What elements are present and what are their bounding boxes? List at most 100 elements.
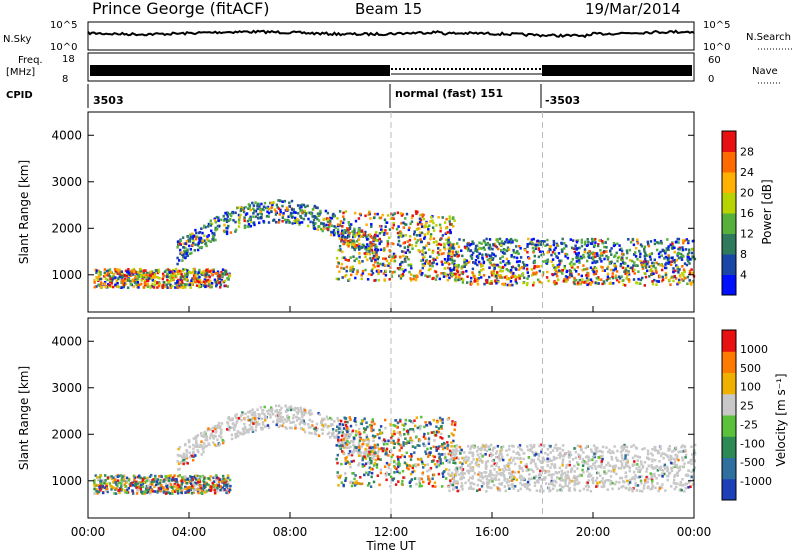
echo-cell bbox=[141, 277, 145, 281]
echo-cell bbox=[370, 461, 373, 465]
echo-cell bbox=[347, 228, 350, 232]
echo-cell bbox=[121, 281, 124, 285]
echo-cell bbox=[399, 255, 402, 259]
echo-cell bbox=[643, 245, 647, 249]
echo-cell bbox=[370, 225, 373, 228]
echo-cell bbox=[172, 275, 175, 279]
echo-cell bbox=[96, 492, 99, 495]
echo-cell bbox=[657, 262, 660, 266]
echo-cell bbox=[132, 267, 136, 271]
echo-cell bbox=[249, 220, 253, 223]
echo-cell bbox=[179, 276, 183, 279]
echo-cell bbox=[393, 446, 396, 449]
echo-cell bbox=[203, 239, 206, 242]
echo-cell bbox=[551, 263, 555, 267]
echo-cell bbox=[338, 244, 342, 248]
echo-cell bbox=[656, 482, 659, 485]
echo-cell bbox=[181, 460, 184, 463]
echo-cell bbox=[347, 436, 350, 440]
echo-cell bbox=[622, 466, 626, 470]
echo-cell bbox=[211, 231, 214, 235]
echo-cell bbox=[326, 425, 329, 429]
echo-cell bbox=[402, 476, 405, 479]
echo-cell bbox=[650, 272, 653, 276]
echo-cell bbox=[190, 491, 194, 495]
echo-cell bbox=[671, 462, 675, 465]
echo-cell bbox=[564, 255, 567, 258]
echo-cell bbox=[298, 221, 301, 224]
echo-cell bbox=[426, 463, 429, 466]
echo-cell bbox=[369, 243, 372, 246]
echo-cell bbox=[352, 438, 356, 442]
echo-cell bbox=[543, 240, 546, 243]
echo-cell bbox=[408, 243, 411, 247]
echo-cell bbox=[348, 462, 351, 466]
echo-cell bbox=[226, 226, 229, 230]
echo-cell bbox=[684, 276, 687, 280]
echo-cell bbox=[613, 262, 616, 266]
echo-cell bbox=[184, 242, 187, 245]
echo-cell bbox=[490, 280, 493, 283]
echo-cell bbox=[266, 424, 270, 427]
echo-cell bbox=[222, 474, 225, 478]
echo-cell bbox=[364, 462, 368, 466]
echo-cell bbox=[306, 224, 310, 228]
echo-cell bbox=[214, 272, 218, 275]
echo-cell bbox=[93, 487, 96, 491]
echo-cell bbox=[218, 277, 221, 280]
echo-cell bbox=[496, 280, 499, 284]
echo-cell bbox=[440, 432, 443, 436]
echo-cell bbox=[655, 465, 658, 468]
echo-cell bbox=[300, 211, 304, 214]
echo-cell bbox=[512, 272, 515, 275]
echo-cell bbox=[271, 408, 274, 411]
echo-cell bbox=[160, 484, 163, 487]
echo-cell bbox=[242, 208, 245, 212]
echo-cell bbox=[229, 231, 233, 234]
echo-cell bbox=[580, 274, 583, 278]
echo-cell bbox=[396, 431, 399, 435]
cpid-segment-3: -3503 bbox=[545, 94, 580, 107]
echo-cell bbox=[389, 217, 393, 220]
echo-cell bbox=[230, 214, 233, 218]
echo-cell bbox=[603, 282, 606, 285]
echo-cell bbox=[560, 250, 564, 253]
echo-cell bbox=[681, 265, 684, 268]
echo-cell bbox=[605, 472, 608, 475]
echo-cell bbox=[330, 224, 334, 228]
echo-cell bbox=[366, 243, 369, 246]
echo-cell bbox=[563, 242, 566, 245]
freq-label: Freq. bbox=[18, 55, 43, 66]
echo-cell bbox=[256, 213, 259, 216]
echo-cell bbox=[636, 238, 639, 242]
echo-cell bbox=[172, 488, 175, 492]
echo-cell bbox=[677, 237, 681, 241]
echo-cell bbox=[330, 418, 333, 421]
echo-cell bbox=[388, 228, 392, 231]
echo-cell bbox=[677, 241, 680, 244]
echo-cell bbox=[395, 425, 398, 428]
echo-cell bbox=[360, 445, 364, 448]
echo-cell bbox=[236, 206, 239, 210]
echo-cell bbox=[336, 265, 339, 268]
echo-cell bbox=[428, 224, 431, 228]
echo-cell bbox=[330, 217, 334, 220]
echo-cell bbox=[402, 428, 406, 431]
echo-cell bbox=[476, 489, 479, 492]
echo-cell bbox=[106, 273, 109, 277]
echo-cell bbox=[313, 227, 316, 230]
echo-cell bbox=[370, 460, 373, 463]
echo-cell bbox=[593, 266, 596, 269]
echo-cell bbox=[621, 456, 624, 460]
echo-cell bbox=[572, 247, 576, 250]
echo-cell bbox=[404, 233, 407, 237]
echo-cell bbox=[420, 259, 423, 263]
echo-cell bbox=[174, 480, 178, 483]
echo-cell bbox=[424, 251, 427, 255]
echo-cell bbox=[675, 240, 678, 244]
echo-cell bbox=[198, 246, 201, 249]
echo-cell bbox=[552, 239, 555, 243]
echo-cell bbox=[156, 281, 159, 284]
echo-cell bbox=[409, 436, 412, 440]
echo-cell bbox=[660, 254, 663, 258]
